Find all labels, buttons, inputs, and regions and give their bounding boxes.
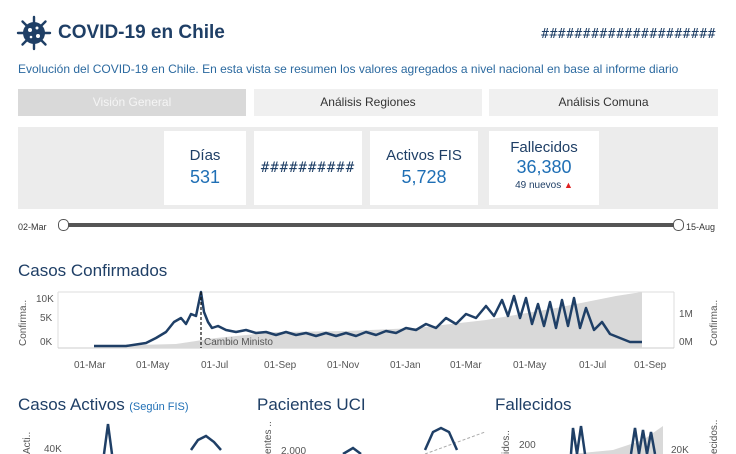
fallecidos-tick-left: 200 [519,440,536,451]
confirmados-tick-1m: 1M [679,309,693,320]
fallecidos-tick-right: 20K [671,445,689,454]
kpi-dias-value: 531 [189,167,221,187]
uci-chart[interactable]: entes .. 2,000 [255,420,487,454]
activos-line [102,423,222,454]
confirmados-title: Casos Confirmados [18,261,168,280]
fallecidos-line [569,425,657,454]
slider-handle-end[interactable] [673,219,684,231]
daily-cases-line [94,290,642,348]
x-tick-7: 01-Mar [450,360,482,371]
slider-end-label: 15-Aug [686,222,716,232]
uci-tick: 2,000 [281,446,306,454]
kpi-hidden: ########## [254,131,362,205]
activos-note: (Según FIS) [129,401,189,413]
x-tick-1: 01-Mar [74,360,106,371]
kpi-fallecidos-label: Fallecidos [510,139,578,156]
virus-logo-icon [16,15,52,51]
kpi-activos: Activos FIS 5,728 [370,131,478,205]
confirmados-tick-0k: 0K [40,337,53,348]
fallecidos-ylabel-left: idos.. [501,430,512,454]
x-tick-5: 01-Nov [327,360,359,371]
fallecidos-title: Fallecidos [495,395,572,414]
activos-title: Casos Activos [18,395,125,414]
x-tick-10: 01-Sep [634,360,667,371]
x-tick-9: 01-Jul [579,360,606,371]
x-tick-8: 01-May [513,360,546,371]
confirmados-ylabel-left: Confirma.. [18,300,29,346]
kpi-fallecidos-new: 49 nuevos ▲ [489,180,599,191]
kpi-dias: Días 531 [164,131,246,205]
x-tick-2: 01-May [136,360,169,371]
confirmados-tick-5k: 5K [40,313,53,324]
annotation-label: Cambio Ministo [204,337,273,348]
slider-handle-start[interactable] [58,219,69,231]
kpi-hidden-value: ########## [260,160,356,176]
page-subtitle: Evolución del COVID-19 en Chile. En esta… [18,62,679,76]
kpi-activos-label: Activos FIS [386,147,462,164]
kpi-activos-value: 5,728 [401,167,447,187]
uci-ylabel: entes .. [263,421,274,454]
confirmados-tick-0m: 0M [679,337,693,348]
activos-ylabel: Acti.. [22,432,33,454]
confirmados-ylabel-right: Confirma.. [709,300,720,346]
hidden-date-text: ##################### [541,27,716,42]
kpi-fallecidos-new-label: 49 nuevos [515,180,562,191]
up-arrow-icon: ▲ [564,180,573,190]
fallecidos-chart[interactable]: idos.. 200 20K ecidos.. [493,420,721,454]
slider-start-label: 02-Mar [18,222,47,232]
fallecidos-ylabel-right: ecidos.. [709,420,720,454]
kpi-fallecidos-value: 36,380 [516,157,572,177]
cumulative-area [94,292,642,348]
x-tick-6: 01-Jan [390,360,421,371]
x-tick-3: 01-Jul [201,360,228,371]
date-range-slider[interactable] [58,219,684,231]
activos-chart[interactable]: Acti.. 40K [16,420,246,454]
kpi-fallecidos: Fallecidos 36,380 49 nuevos ▲ [489,131,599,205]
activos-heading: Casos Activos (Según FIS) [18,395,189,415]
confirmados-tick-10k: 10K [36,294,54,305]
confirmados-chart[interactable]: Confirma.. 10K 5K 0K 1M 0M Confirma.. Ca… [16,288,722,374]
slider-track [62,223,680,227]
uci-title: Pacientes UCI [257,395,366,414]
page-title: COVID-19 en Chile [58,22,225,43]
x-tick-4: 01-Sep [264,360,297,371]
tab-vision-general[interactable]: Visión General [18,89,246,116]
tab-analisis-regiones[interactable]: Análisis Regiones [254,89,482,116]
kpi-panel: Días 531 ########## Activos FIS 5,728 Fa… [18,127,718,209]
tab-analisis-comuna[interactable]: Análisis Comuna [489,89,718,116]
kpi-dias-label: Días [189,147,221,164]
uci-line [342,426,459,454]
activos-tick: 40K [44,444,62,454]
